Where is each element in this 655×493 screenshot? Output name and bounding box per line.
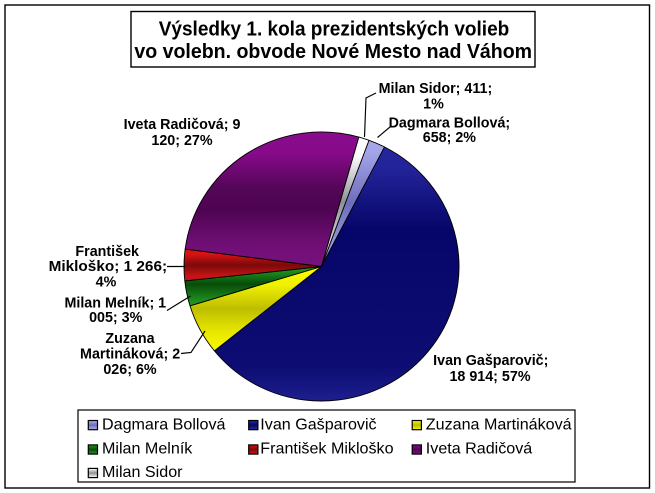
svg-text:120; 27%: 120; 27% — [151, 133, 212, 149]
svg-text:Milan Sidor: Milan Sidor — [102, 463, 183, 481]
svg-text:Milan Melník; 1: Milan Melník; 1 — [64, 296, 166, 312]
svg-text:658; 2%: 658; 2% — [423, 130, 477, 146]
svg-text:František Mikloško: František Mikloško — [260, 440, 393, 458]
svg-text:Martináková; 2: Martináková; 2 — [80, 347, 180, 363]
svg-text:Dagmara Bollová;: Dagmara Bollová; — [389, 115, 511, 131]
svg-text:Zuzana Martináková: Zuzana Martináková — [426, 416, 572, 434]
svg-text:4%: 4% — [96, 275, 117, 291]
svg-text:Ivan Gašparovič;: Ivan Gašparovič; — [433, 353, 548, 369]
svg-text:Milan Sidor; 411;: Milan Sidor; 411; — [379, 81, 493, 97]
svg-text:František: František — [75, 244, 139, 260]
svg-text:18 914; 57%: 18 914; 57% — [449, 369, 530, 385]
svg-text:Mikloško; 1 266;: Mikloško; 1 266; — [49, 259, 168, 275]
svg-text:1%: 1% — [423, 96, 444, 112]
svg-text:Iveta Radičová; 9: Iveta Radičová; 9 — [124, 117, 241, 133]
svg-text:Iveta Radičová: Iveta Radičová — [426, 440, 533, 458]
svg-text:026; 6%: 026; 6% — [103, 362, 157, 378]
svg-text:Dagmara Bollová: Dagmara Bollová — [102, 416, 225, 434]
svg-text:vo volebn. obvode Nové Mesto n: vo volebn. obvode Nové Mesto nad Váhom — [134, 41, 532, 63]
svg-text:Milan Melník: Milan Melník — [102, 440, 193, 458]
svg-text:Ivan Gašparovič: Ivan Gašparovič — [260, 416, 376, 434]
svg-text:005; 3%: 005; 3% — [89, 310, 143, 326]
svg-text:Zuzana: Zuzana — [105, 331, 155, 347]
svg-text:Výsledky 1. kola prezidentskýc: Výsledky 1. kola prezidentských volieb — [159, 18, 510, 40]
